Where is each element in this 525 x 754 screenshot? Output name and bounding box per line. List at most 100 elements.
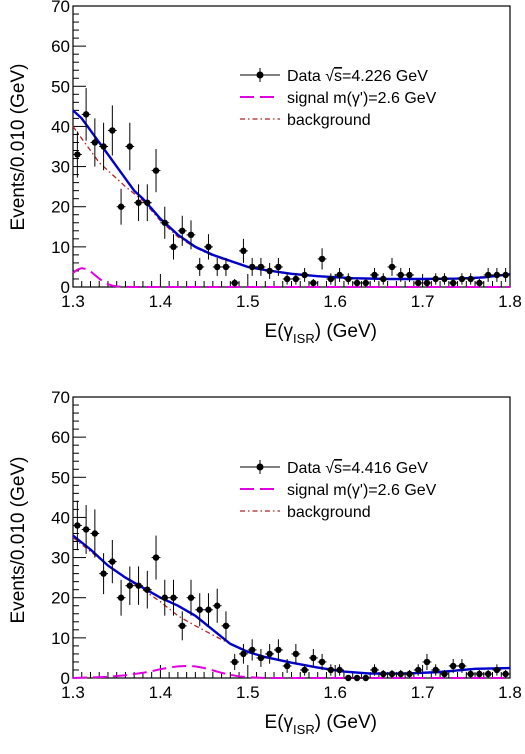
data-point — [301, 666, 308, 674]
data-point — [82, 111, 90, 118]
data-point — [415, 279, 422, 287]
data-point — [266, 267, 273, 275]
data-point — [283, 662, 291, 670]
data-point — [74, 522, 81, 529]
data-point — [345, 674, 352, 682]
x-axis-label-main: E(γ — [265, 712, 294, 733]
data-point — [205, 606, 212, 613]
legend-data-marker — [256, 71, 264, 79]
x-axis-ticks: 1.3 1.4 1.5 1.6 1.7 1.8 — [61, 274, 522, 311]
x-tick-label: 1.6 — [323, 683, 347, 702]
y-tick-label: 40 — [51, 117, 70, 136]
data-point — [292, 275, 300, 283]
data-point — [144, 199, 151, 206]
plot-frame — [72, 5, 511, 288]
data-point — [222, 622, 230, 630]
legend-label: background — [287, 112, 371, 129]
data-point — [266, 650, 273, 658]
data-point — [327, 666, 335, 674]
data-point — [214, 263, 221, 271]
legend-label-main: Data √ — [287, 460, 334, 477]
x-tick-label: 1.7 — [411, 292, 435, 311]
signal-curve — [72, 267, 510, 288]
data-point — [161, 219, 168, 226]
legend-label-main: Data √ — [287, 68, 334, 85]
data-point — [441, 670, 448, 678]
x-axis-label-sub: ISR — [293, 722, 315, 737]
data-point — [310, 279, 317, 287]
data-point — [74, 151, 81, 158]
data-point — [117, 203, 125, 210]
x-axis-label: E(γISR) (GeV) — [265, 321, 377, 346]
data-point — [231, 279, 238, 287]
bottom-chart: 0 10 20 30 40 50 60 70 1.3 1.4 1.5 1.6 1.7 1.8 Event… — [8, 388, 522, 737]
data-point — [301, 271, 308, 279]
data-point — [493, 271, 501, 279]
data-point — [135, 582, 142, 589]
data-point — [109, 558, 116, 565]
legend-label: signal m(γ')=2.6 GeV — [287, 482, 437, 499]
data-point — [109, 127, 116, 134]
y-tick-label: 70 — [51, 388, 70, 407]
data-point — [397, 271, 404, 279]
data-point — [179, 622, 186, 630]
plot-frame — [72, 396, 511, 679]
data-point — [476, 279, 483, 287]
legend-label: Data √s=4.416 GeV — [287, 460, 428, 477]
y-axis-ticks: 0 10 20 30 40 50 60 70 — [51, 0, 86, 297]
data-point — [310, 654, 317, 662]
data-point — [362, 279, 369, 287]
data-point — [91, 139, 99, 146]
data-point — [126, 582, 134, 589]
data-point — [493, 666, 501, 674]
y-tick-label: 40 — [51, 508, 70, 527]
data-point — [240, 247, 247, 255]
data-point — [170, 243, 177, 251]
data-point — [432, 275, 439, 283]
data-point — [362, 674, 369, 682]
x-tick-label: 1.8 — [498, 683, 522, 702]
data-point — [82, 526, 90, 533]
y-tick-label: 10 — [51, 629, 70, 648]
data-point — [257, 654, 265, 662]
data-point — [449, 662, 457, 670]
legend-data-marker — [256, 463, 264, 471]
data-point — [275, 263, 282, 271]
data-point — [248, 263, 256, 271]
y-tick-label: 0 — [61, 669, 70, 688]
data-point — [248, 646, 256, 654]
data-point — [371, 271, 378, 279]
x-axis-label-tail: ) (GeV) — [315, 712, 377, 733]
data-point — [100, 143, 107, 150]
x-axis-label: E(γISR) (GeV) — [265, 712, 377, 737]
data-point — [423, 658, 431, 666]
data-point — [371, 666, 378, 674]
x-axis-label-main: E(γ — [265, 321, 294, 342]
data-point — [275, 646, 282, 654]
y-tick-label: 70 — [51, 0, 70, 16]
y-tick-label: 50 — [51, 468, 70, 487]
data-point — [467, 670, 474, 678]
x-tick-label: 1.6 — [323, 292, 347, 311]
data-point — [231, 658, 238, 666]
x-tick-label: 1.3 — [61, 683, 85, 702]
x-tick-label: 1.3 — [61, 292, 85, 311]
data-point — [205, 243, 212, 251]
data-point — [484, 670, 492, 678]
data-point — [353, 674, 361, 682]
data-point — [152, 167, 160, 174]
y-axis-label: Events/0.010 (GeV) — [8, 457, 29, 624]
data-point — [388, 263, 396, 271]
y-tick-label: 10 — [51, 238, 70, 257]
y-tick-label: 30 — [51, 158, 70, 177]
x-axis-label-tail: ) (GeV) — [315, 321, 377, 342]
y-axis-label: Events/0.010 (GeV) — [8, 64, 29, 231]
legend-label: background — [287, 504, 371, 521]
data-point — [380, 670, 387, 678]
legend: Data √s=4.416 GeV signal m(γ')=2.6 GeV bac… — [240, 460, 437, 521]
y-tick-label: 20 — [51, 198, 70, 217]
data-point — [449, 279, 457, 287]
legend-label-energy: s — [334, 68, 342, 85]
data-point — [257, 263, 265, 271]
data-point — [467, 275, 474, 283]
